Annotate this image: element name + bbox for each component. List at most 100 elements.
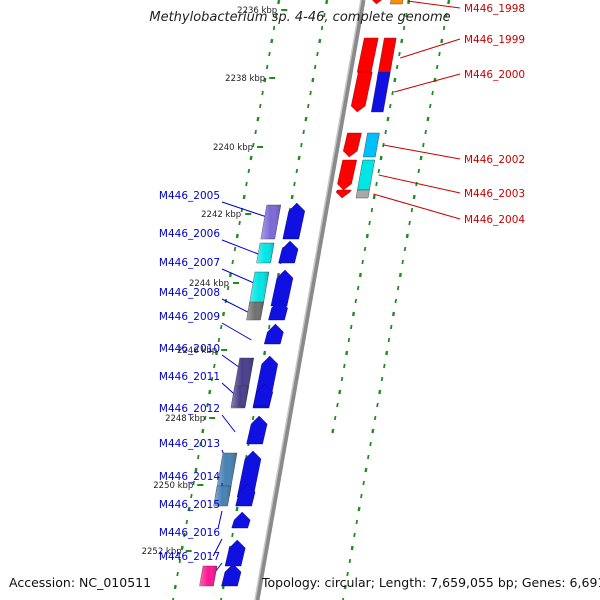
cog-bar-gloss (199, 566, 218, 586)
gene-arrow (253, 383, 274, 407)
gc-content-track (172, 0, 451, 600)
gc-dot (309, 90, 312, 96)
gc-dot (311, 77, 315, 83)
gc-dot (442, 25, 446, 31)
gc-dot (440, 38, 444, 44)
gc-dot (435, 64, 439, 70)
gc-dot (419, 155, 423, 161)
gc-dot (363, 246, 367, 252)
gc-dot (447, 0, 451, 5)
gene-label: M446_2007 (159, 257, 220, 269)
gene-label: M446_2011 (159, 371, 220, 383)
gene-arrow (350, 71, 373, 113)
gene-label: M446_2015 (159, 499, 220, 511)
cog-bar (355, 189, 370, 199)
cog-bar-gloss (231, 386, 249, 406)
gc-dot (369, 441, 372, 447)
gc-dot (235, 233, 239, 239)
gc-dot (431, 90, 434, 96)
cog-bar (390, 0, 404, 5)
gc-dot (384, 129, 387, 135)
cog-bar-gloss (248, 272, 269, 306)
gene-arrow (270, 269, 294, 307)
gene-label: M446_2009 (159, 311, 220, 323)
gc-dot (438, 51, 441, 57)
gc-dot (254, 129, 257, 135)
gc-dot (302, 129, 305, 135)
gc-dot (336, 402, 339, 408)
gc-dot (422, 142, 425, 148)
gc-dot (349, 324, 353, 330)
gene-label: M446_2014 (159, 471, 220, 483)
kbp-tick-label: 2236 kbp (237, 6, 277, 16)
gc-dot (376, 402, 379, 408)
gc-dot (270, 38, 274, 44)
gc-dot (407, 0, 411, 5)
gc-dot (275, 12, 278, 18)
gene-arrow (337, 159, 357, 191)
gc-dot (331, 428, 335, 434)
gene-label: M446_2012 (159, 403, 220, 415)
gene-arrow (224, 539, 246, 567)
gc-dot (173, 584, 177, 590)
gene-connector (378, 174, 461, 194)
gc-dot (201, 428, 205, 434)
gc-dot (371, 428, 375, 434)
gc-dot (378, 389, 382, 395)
gene-label: M446_2004 (464, 214, 525, 226)
kbp-tick-label: 2242 kbp (201, 210, 241, 220)
gc-dot (176, 571, 179, 577)
cog-bar (370, 71, 391, 113)
forward-strand-genes: M446_2005 M446_2006 M446_2007 M446_2008 M446… (159, 190, 306, 587)
gene-label: M446_1999 (464, 34, 525, 46)
gene-arrow (278, 240, 299, 264)
gene-connector (217, 510, 223, 529)
gc-dot (192, 480, 195, 486)
gc-dot (410, 207, 414, 213)
gene-connector (373, 193, 461, 220)
gc-dot (295, 168, 299, 174)
cog-bar (363, 132, 380, 158)
gc-dot (268, 51, 271, 57)
gc-dot (401, 259, 404, 265)
gc-dot (290, 194, 294, 200)
kbp-tick-label: 2248 kbp (165, 414, 205, 424)
gc-dot (408, 220, 411, 226)
gc-dot (426, 116, 430, 122)
gc-dot (347, 337, 351, 343)
genome-backbone-highlight (254, 0, 362, 600)
gene-arrow (235, 483, 256, 507)
gc-dot (293, 181, 296, 187)
gc-dot (382, 142, 385, 148)
gc-dot (249, 155, 253, 161)
gc-dot (318, 38, 322, 44)
gc-dot (379, 155, 383, 161)
gc-dot (348, 558, 352, 564)
gc-dot (405, 12, 408, 18)
gc-dot (277, 0, 281, 5)
accession-label: Accession: NC_010511 (9, 575, 152, 590)
gc-dot (307, 103, 310, 109)
gc-dot (395, 64, 399, 70)
gc-dot (238, 220, 241, 226)
gc-dot (325, 0, 329, 5)
gc-dot (380, 376, 384, 382)
gc-dot (219, 324, 223, 330)
gc-dot (353, 532, 356, 538)
gene-connector (407, 0, 461, 9)
kbp-tick-label: 2244 kbp (189, 279, 229, 289)
gc-dot (391, 311, 396, 317)
kbp-tick-label: 2246 kbp (177, 346, 217, 356)
gc-dot (396, 285, 400, 291)
gc-dot (178, 558, 182, 564)
gc-dot (247, 168, 251, 174)
gc-dot (343, 584, 347, 590)
gc-dot (345, 350, 349, 356)
gc-dot (242, 194, 246, 200)
gene-arrow (231, 511, 251, 529)
gene-connector (400, 38, 461, 59)
gc-dot (354, 298, 358, 304)
gc-dot (263, 350, 267, 356)
gc-dot (365, 233, 369, 239)
gene-connector (221, 414, 236, 433)
